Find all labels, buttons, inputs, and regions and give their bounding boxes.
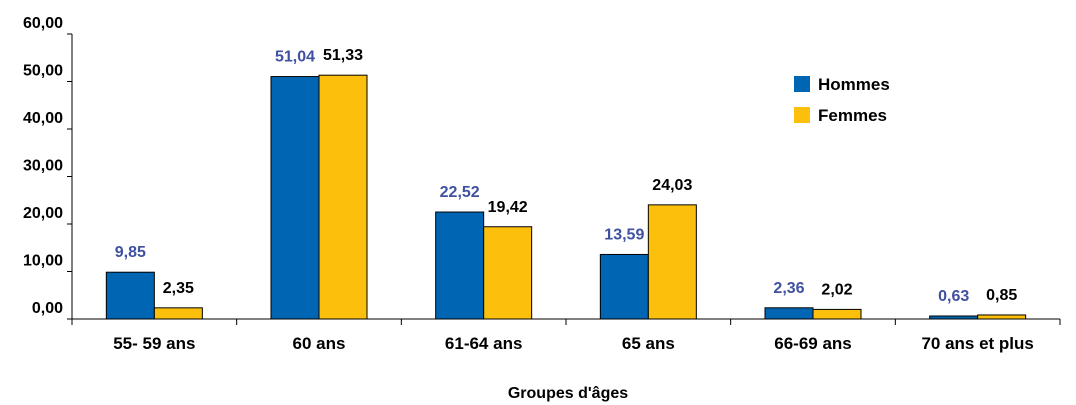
data-label-hommes: 13,59 — [604, 226, 644, 243]
bar-femmes — [647, 204, 697, 320]
data-label-hommes: 51,04 — [275, 49, 315, 66]
y-tick-label: 30,00 — [23, 158, 63, 175]
bars — [105, 74, 1027, 320]
x-axis-title: Groupes d'âges — [508, 385, 628, 402]
bar-femmes — [318, 74, 368, 320]
axes: 0,00 10,00 20,00 30,00 40,00 50,00 60,00 55- 59… — [23, 15, 1061, 353]
data-label-femmes: 51,33 — [323, 47, 363, 64]
legend-swatch-hommes — [794, 76, 810, 92]
y-tick-label: 0,00 — [32, 300, 63, 317]
y-tick-label: 20,00 — [23, 205, 63, 222]
bar-femmes — [483, 226, 533, 320]
x-tick-label: 61-64 ans — [445, 334, 523, 353]
bar-femmes — [977, 314, 1027, 320]
y-tick-label: 40,00 — [23, 110, 63, 127]
data-label-femmes: 2,02 — [821, 281, 852, 298]
data-label-femmes: 0,85 — [986, 287, 1017, 304]
bar-hommes — [764, 307, 814, 320]
y-tick-label: 60,00 — [23, 15, 63, 32]
data-label-femmes: 24,03 — [652, 177, 692, 194]
data-label-hommes: 9,85 — [115, 244, 146, 261]
bar-hommes — [105, 271, 155, 320]
x-tick-label: 60 ans — [293, 334, 346, 353]
data-label-femmes: 19,42 — [488, 199, 528, 216]
legend-label-hommes: Hommes — [818, 75, 890, 94]
data-label-hommes: 22,52 — [440, 184, 480, 201]
bar-hommes — [435, 211, 485, 320]
bar-hommes — [270, 76, 320, 320]
bar-femmes — [153, 307, 203, 320]
bar-hommes — [599, 253, 649, 320]
bar-femmes — [812, 308, 862, 320]
legend: Hommes Femmes — [794, 75, 890, 125]
x-tick-label: 70 ans et plus — [921, 334, 1033, 353]
data-label-hommes: 0,63 — [938, 288, 969, 305]
data-labels: 9,85 51,04 22,52 13,59 2,36 0,63 2,35 51,33 19,4… — [115, 47, 1018, 305]
x-tick-label: 65 ans — [622, 334, 675, 353]
data-label-femmes: 2,35 — [163, 280, 194, 297]
x-tick-label: 66-69 ans — [774, 334, 852, 353]
legend-label-femmes: Femmes — [818, 106, 887, 125]
bar-hommes — [929, 315, 979, 320]
data-label-hommes: 2,36 — [773, 280, 804, 297]
y-tick-label: 10,00 — [23, 253, 63, 270]
x-tick-label: 55- 59 ans — [113, 334, 195, 353]
legend-swatch-femmes — [794, 107, 810, 123]
y-tick-label: 50,00 — [23, 63, 63, 80]
